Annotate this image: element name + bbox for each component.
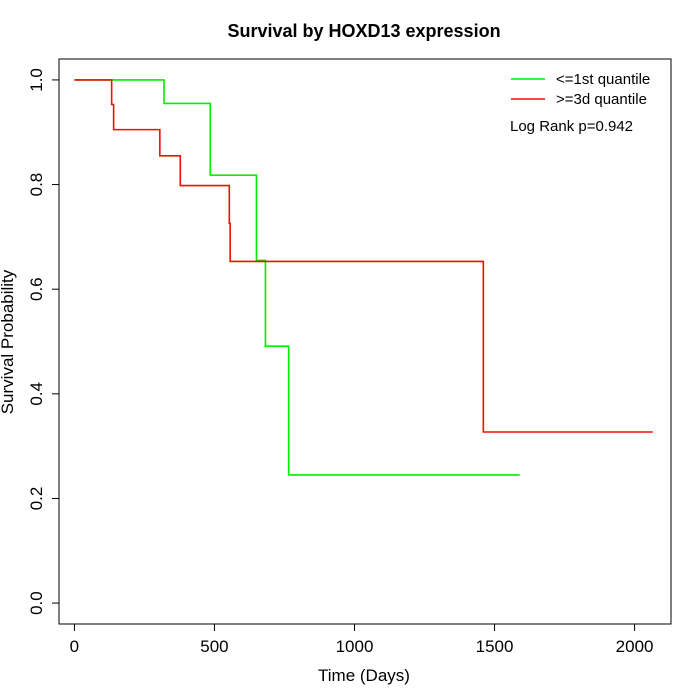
log-rank-annotation: Log Rank p=0.942 <box>510 118 633 135</box>
series-layer <box>74 79 653 476</box>
y-tick-label: 0.4 <box>27 382 46 406</box>
x-tick-label: 1500 <box>476 637 514 656</box>
legend: <=1st quantile >=3d quantile <box>511 71 650 108</box>
survival-curve-low <box>74 79 520 476</box>
y-tick-label: 1.0 <box>27 68 46 92</box>
plot-frame <box>58 58 672 625</box>
legend-label: <=1st quantile <box>556 71 650 88</box>
y-tick-label: 0.6 <box>27 277 46 301</box>
x-tick-label: 500 <box>200 637 228 656</box>
x-axis: 0 500 1000 1500 2000 <box>70 623 654 656</box>
y-tick-label: 0.8 <box>27 173 46 197</box>
y-tick-label: 0.2 <box>27 487 46 511</box>
y-axis-label: Survival Probability <box>0 269 17 414</box>
y-tick-label: 0.0 <box>27 591 46 615</box>
x-tick-label: 0 <box>70 637 79 656</box>
x-tick-label: 1000 <box>336 637 374 656</box>
chart-title: Survival by HOXD13 expression <box>227 21 500 41</box>
y-axis: 0.0 0.2 0.4 0.6 0.8 1.0 <box>27 68 60 615</box>
survival-curve-high <box>74 79 653 433</box>
legend-label: >=3d quantile <box>556 91 647 108</box>
x-tick-label: 2000 <box>616 637 654 656</box>
x-axis-label: Time (Days) <box>318 666 410 685</box>
